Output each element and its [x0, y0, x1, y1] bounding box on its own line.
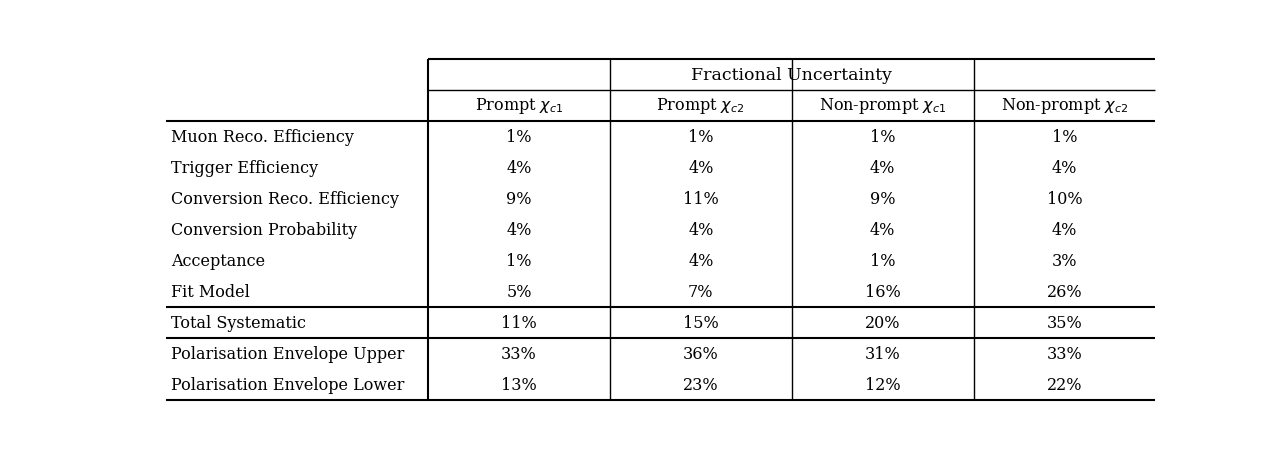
Text: 4%: 4%: [1052, 221, 1078, 238]
Text: 4%: 4%: [507, 160, 531, 177]
Text: 1%: 1%: [507, 252, 531, 269]
Text: Polarisation Envelope Upper: Polarisation Envelope Upper: [171, 345, 404, 362]
Text: 16%: 16%: [864, 283, 900, 300]
Text: 3%: 3%: [1052, 252, 1078, 269]
Text: 23%: 23%: [683, 376, 719, 393]
Text: Acceptance: Acceptance: [171, 252, 265, 269]
Text: Fractional Uncertainty: Fractional Uncertainty: [691, 67, 892, 84]
Text: Muon Reco. Efficiency: Muon Reco. Efficiency: [171, 129, 354, 146]
Text: 1%: 1%: [869, 252, 895, 269]
Text: Conversion Reco. Efficiency: Conversion Reco. Efficiency: [171, 190, 399, 207]
Text: 20%: 20%: [865, 314, 900, 331]
Text: 26%: 26%: [1047, 283, 1083, 300]
Text: Conversion Probability: Conversion Probability: [171, 221, 356, 238]
Text: Total Systematic: Total Systematic: [171, 314, 306, 331]
Text: 1%: 1%: [1052, 129, 1078, 146]
Text: 22%: 22%: [1047, 376, 1083, 393]
Text: Prompt $\mathit{\chi}_{c2}$: Prompt $\mathit{\chi}_{c2}$: [656, 96, 745, 116]
Text: 4%: 4%: [507, 221, 531, 238]
Text: 13%: 13%: [502, 376, 536, 393]
Text: 15%: 15%: [683, 314, 719, 331]
Text: Polarisation Envelope Lower: Polarisation Envelope Lower: [171, 376, 404, 393]
Text: 10%: 10%: [1047, 190, 1083, 207]
Text: 4%: 4%: [688, 221, 714, 238]
Text: 9%: 9%: [507, 190, 531, 207]
Text: 35%: 35%: [1047, 314, 1083, 331]
Text: 7%: 7%: [688, 283, 714, 300]
Text: 12%: 12%: [864, 376, 900, 393]
Text: 9%: 9%: [869, 190, 895, 207]
Text: 1%: 1%: [869, 129, 895, 146]
Text: 1%: 1%: [507, 129, 531, 146]
Text: 1%: 1%: [688, 129, 714, 146]
Text: 31%: 31%: [864, 345, 900, 362]
Text: Trigger Efficiency: Trigger Efficiency: [171, 160, 318, 177]
Text: 33%: 33%: [1047, 345, 1083, 362]
Text: Fit Model: Fit Model: [171, 283, 249, 300]
Text: Prompt $\mathit{\chi}_{c1}$: Prompt $\mathit{\chi}_{c1}$: [475, 96, 563, 116]
Text: 4%: 4%: [688, 252, 714, 269]
Text: 11%: 11%: [502, 314, 536, 331]
Text: Non-prompt $\mathit{\chi}_{c1}$: Non-prompt $\mathit{\chi}_{c1}$: [819, 96, 946, 116]
Text: 5%: 5%: [507, 283, 531, 300]
Text: 4%: 4%: [1052, 160, 1078, 177]
Text: Non-prompt $\mathit{\chi}_{c2}$: Non-prompt $\mathit{\chi}_{c2}$: [1001, 96, 1128, 116]
Text: 4%: 4%: [869, 221, 895, 238]
Text: 33%: 33%: [502, 345, 536, 362]
Text: 4%: 4%: [688, 160, 714, 177]
Text: 36%: 36%: [683, 345, 719, 362]
Text: 11%: 11%: [683, 190, 719, 207]
Text: 4%: 4%: [869, 160, 895, 177]
